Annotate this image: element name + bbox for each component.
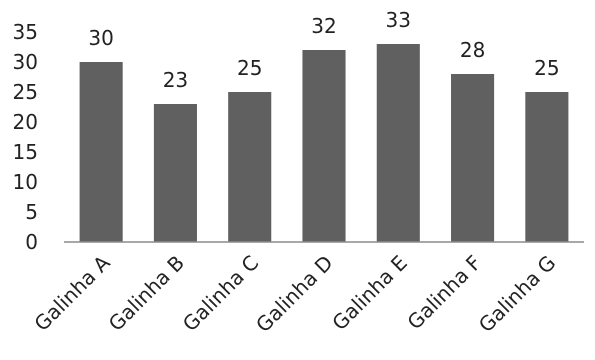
y-tick-label: 25 <box>13 80 38 104</box>
bar <box>525 92 569 242</box>
category-label: Galinha C <box>178 251 263 336</box>
category-label: Galinha A <box>29 250 114 335</box>
category-label: Galinha D <box>251 251 337 337</box>
bar <box>451 74 495 242</box>
y-tick-label: 30 <box>13 50 38 74</box>
y-tick-label: 5 <box>25 200 38 224</box>
data-label: 32 <box>311 14 336 38</box>
data-label: 23 <box>163 68 188 92</box>
y-tick-label: 0 <box>25 230 38 254</box>
bar <box>153 104 197 242</box>
bar <box>228 92 272 242</box>
data-label: 28 <box>460 38 485 62</box>
category-label: Galinha F <box>402 251 486 335</box>
y-tick-label: 20 <box>13 110 38 134</box>
category-label: Galinha B <box>104 251 189 336</box>
bar <box>376 44 420 242</box>
bar <box>79 62 123 242</box>
data-labels: 30 23 25 32 33 28 25 <box>88 8 559 92</box>
bars <box>79 44 569 242</box>
category-label: Galinha G <box>474 251 561 338</box>
y-axis-tick-labels: 0 5 10 15 20 25 30 35 <box>13 20 38 254</box>
data-label: 30 <box>88 26 113 50</box>
y-tick-label: 15 <box>13 140 38 164</box>
bar <box>302 50 346 242</box>
data-label: 25 <box>237 56 262 80</box>
y-tick-label: 10 <box>13 170 38 194</box>
category-label: Galinha E <box>327 251 411 335</box>
data-label: 33 <box>386 8 411 32</box>
data-label: 25 <box>534 56 559 80</box>
y-tick-label: 35 <box>13 20 38 44</box>
